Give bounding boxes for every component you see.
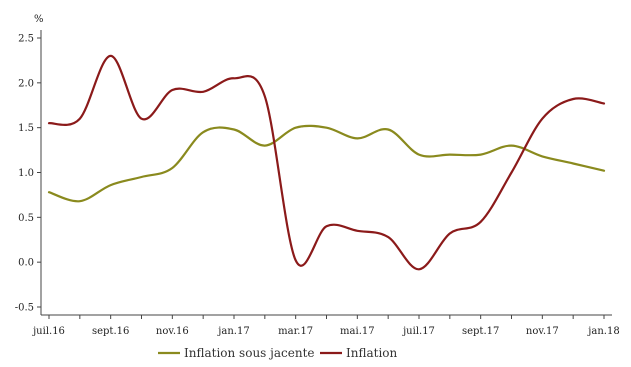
y-tick-label: 1.0: [18, 168, 34, 179]
x-tick-label: juil.16: [32, 326, 65, 337]
x-tick-label: sept.16: [92, 326, 129, 337]
series-layer: [47, 54, 606, 271]
x-axis: juil.16 sept.16 nov.16 jan.17 mar.17 mai.17 ju…: [32, 314, 620, 337]
series-line-0: [47, 124, 606, 203]
legend-label: Inflation: [346, 346, 398, 360]
series-line-1: [47, 54, 606, 271]
y-tick-label: 0.0: [18, 258, 34, 269]
y-unit-label: %: [34, 14, 44, 25]
x-tick-label: jan.17: [217, 326, 249, 337]
x-tick-label: nov.17: [526, 326, 559, 337]
x-tick-label: mar.17: [278, 326, 313, 337]
x-tick-label: juil.17: [402, 326, 435, 337]
y-tick-label: 0.5: [18, 213, 34, 224]
y-tick-label: 2.0: [18, 78, 34, 89]
y-tick-label: 2.5: [18, 34, 34, 45]
x-tick-label: jan.18: [587, 326, 619, 337]
legend: Inflation sous jacente Inflation: [158, 346, 398, 360]
legend-label: Inflation sous jacente: [184, 346, 315, 360]
y-tick-label: 1.5: [18, 123, 34, 134]
x-tick-label: sept.17: [462, 326, 499, 337]
y-tick-label: -0.5: [15, 303, 34, 314]
x-tick-label: mai.17: [340, 326, 375, 337]
y-axis: -0.5 0.0 0.5 1.0 1.5 2.0 2.5: [15, 30, 42, 315]
x-tick-label: nov.16: [156, 326, 189, 337]
